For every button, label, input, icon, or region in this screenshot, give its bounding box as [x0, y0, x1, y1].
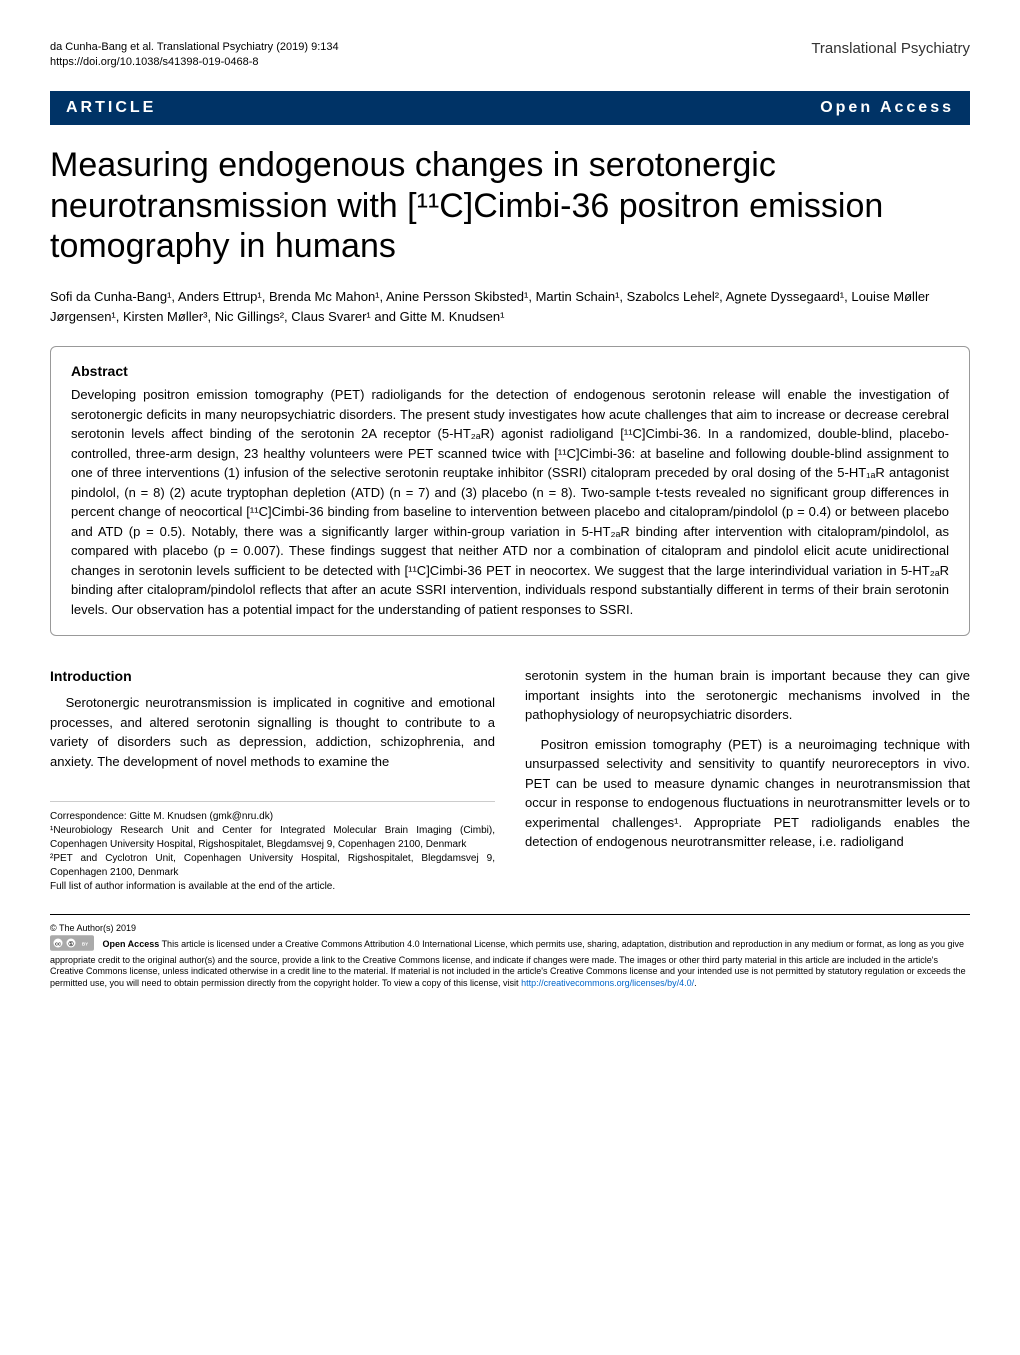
- affiliation-1: ¹Neurobiology Research Unit and Center f…: [50, 824, 495, 852]
- doi-line: https://doi.org/10.1038/s41398-019-0468-…: [50, 55, 339, 70]
- intro-paragraph-2: serotonin system in the human brain is i…: [525, 666, 970, 725]
- open-access-label: Open Access: [820, 99, 954, 117]
- body-columns: Introduction Serotonergic neurotransmiss…: [50, 666, 970, 894]
- license-link[interactable]: http://creativecommons.org/licenses/by/4…: [521, 978, 694, 988]
- author-info-note: Full list of author information is avail…: [50, 880, 495, 894]
- intro-paragraph-1: Serotonergic neurotransmission is implic…: [50, 693, 495, 771]
- open-access-bold: Open Access: [103, 939, 160, 949]
- article-type-label: ARTICLE: [66, 99, 156, 117]
- abstract-heading: Abstract: [71, 363, 949, 379]
- correspondence-block: Correspondence: Gitte M. Knudsen (gmk@nr…: [50, 801, 495, 894]
- svg-text:BY: BY: [82, 941, 88, 946]
- copyright-line: © The Author(s) 2019: [50, 923, 970, 935]
- abstract-text: Developing positron emission tomography …: [71, 385, 949, 619]
- intro-paragraph-3: Positron emission tomography (PET) is a …: [525, 735, 970, 852]
- affiliation-2: ²PET and Cyclotron Unit, Copenhagen Univ…: [50, 852, 495, 880]
- svg-text:①: ①: [68, 940, 74, 948]
- introduction-heading: Introduction: [50, 666, 495, 687]
- license-block: cc ① BY Open Access This article is licens…: [50, 935, 970, 990]
- article-title: Measuring endogenous changes in serotone…: [50, 145, 970, 267]
- right-column: serotonin system in the human brain is i…: [525, 666, 970, 894]
- page-header: da Cunha-Bang et al. Translational Psych…: [50, 40, 970, 71]
- citation-line: da Cunha-Bang et al. Translational Psych…: [50, 40, 339, 55]
- author-list: Sofi da Cunha-Bang¹, Anders Ettrup¹, Bre…: [50, 287, 970, 326]
- license-text: This article is licensed under a Creativ…: [50, 939, 966, 988]
- header-left: da Cunha-Bang et al. Translational Psych…: [50, 40, 339, 71]
- abstract-box: Abstract Developing positron emission to…: [50, 346, 970, 636]
- left-column: Introduction Serotonergic neurotransmiss…: [50, 666, 495, 894]
- journal-name: Translational Psychiatry: [811, 40, 970, 57]
- article-type-banner: ARTICLE Open Access: [50, 91, 970, 125]
- correspondence-line: Correspondence: Gitte M. Knudsen (gmk@nr…: [50, 810, 495, 824]
- svg-text:cc: cc: [55, 941, 61, 947]
- license-footer: © The Author(s) 2019 cc ① BY Open Access T…: [50, 914, 970, 989]
- cc-by-icon: cc ① BY: [50, 935, 94, 955]
